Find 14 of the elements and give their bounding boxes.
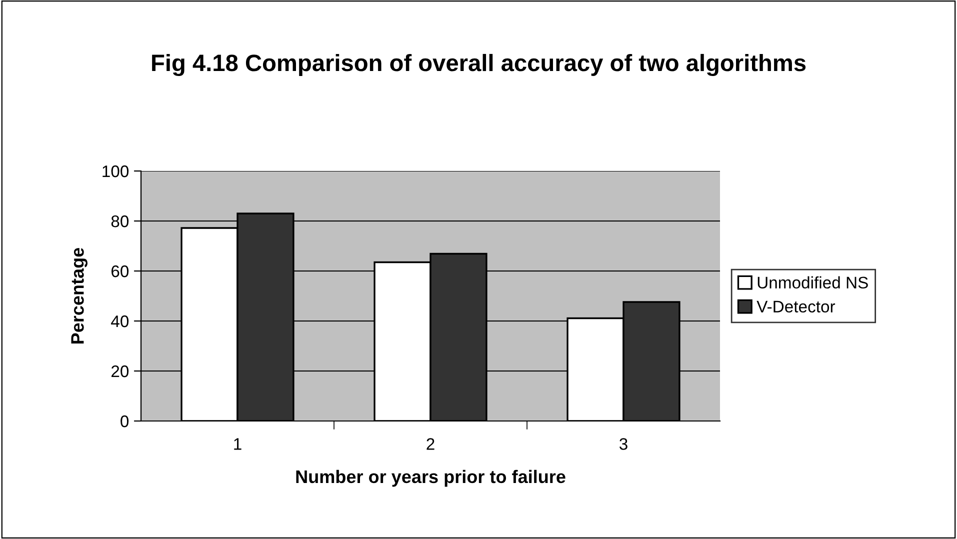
chart-title: Fig 4.18 Comparison of overall accuracy of two algorithms — [152, 54, 806, 76]
x-axis-title: Number or years prior to failure — [296, 470, 566, 487]
x-tick-label: 3 — [620, 438, 628, 450]
x-tick-label: 2 — [426, 438, 434, 450]
y-tick-label: 60 — [112, 265, 129, 278]
y-tick-label: 40 — [111, 315, 129, 328]
y-axis-title: Percentage — [71, 248, 88, 344]
y-tick-label: 0 — [120, 415, 129, 428]
legend-label: V-Detector — [756, 300, 836, 312]
y-tick-label: 100 — [102, 165, 129, 178]
legend-label: Unmodified NS — [758, 276, 868, 289]
y-tick-label: 20 — [111, 365, 129, 378]
x-tick-label: 1 — [234, 438, 242, 450]
y-tick-label: 80 — [111, 215, 129, 228]
